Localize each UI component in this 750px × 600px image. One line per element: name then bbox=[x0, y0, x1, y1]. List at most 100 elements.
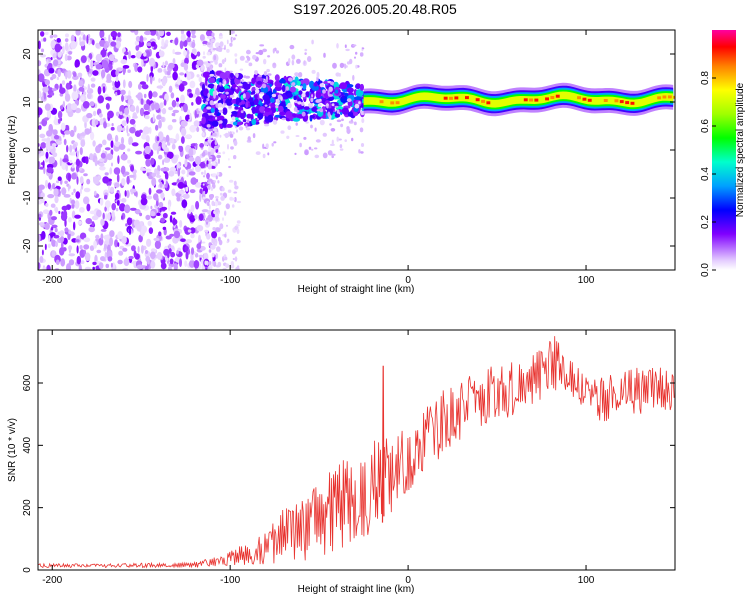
spectrogram-cell bbox=[180, 238, 186, 242]
spectrogram-cell bbox=[305, 121, 309, 124]
spectrogram-cell bbox=[68, 217, 72, 223]
spectrogram-cell bbox=[245, 101, 249, 108]
spectrogram-cell bbox=[124, 171, 130, 176]
spectrogram-cell bbox=[126, 175, 130, 185]
spectrogram-cell bbox=[274, 85, 283, 91]
spectrogram-cell bbox=[88, 73, 92, 78]
spectrogram-cell bbox=[224, 132, 229, 139]
spectrogram-ytick-label: 0 bbox=[22, 147, 33, 153]
spectrogram-cell bbox=[319, 83, 324, 88]
spectrogram-cell bbox=[156, 114, 162, 120]
spectrogram-cell bbox=[211, 161, 216, 166]
spectrogram-cell bbox=[199, 34, 205, 41]
spectrogram-cell bbox=[75, 239, 80, 243]
spectrogram-cell bbox=[301, 111, 306, 117]
spectrogram-cell bbox=[236, 129, 238, 133]
spectrogram-cell bbox=[95, 63, 103, 70]
spectrogram-cell bbox=[210, 65, 213, 71]
spectrogram-cell bbox=[145, 250, 148, 254]
spectrogram-cell bbox=[168, 85, 173, 93]
spectrogram-band-peak bbox=[550, 96, 555, 99]
spectrogram-cell bbox=[232, 121, 238, 126]
spectrogram-cell bbox=[259, 106, 266, 113]
spectrogram-cell bbox=[73, 221, 76, 231]
snr-ytick-label: 0 bbox=[22, 567, 33, 573]
spectrogram-cell bbox=[194, 155, 202, 165]
spectrogram-cell bbox=[360, 143, 365, 147]
spectrogram-cell bbox=[165, 180, 168, 189]
spectrogram-cell bbox=[162, 212, 168, 219]
spectrogram-cell bbox=[86, 178, 91, 185]
spectrogram-cell bbox=[279, 78, 286, 84]
spectrogram-cell bbox=[126, 190, 130, 199]
spectrogram-cell bbox=[157, 68, 163, 73]
spectrogram-cell bbox=[213, 145, 219, 150]
spectrogram-cell bbox=[124, 190, 127, 197]
spectrogram-cell bbox=[175, 133, 180, 142]
spectrogram-cell bbox=[130, 165, 135, 172]
spectrogram-cell bbox=[59, 87, 66, 94]
spectrogram-cell bbox=[209, 73, 215, 77]
spectrogram-band-peak bbox=[587, 98, 592, 102]
spectrogram-cell bbox=[71, 91, 79, 101]
spectrogram-cell bbox=[40, 142, 47, 149]
spectrogram-cell bbox=[264, 123, 269, 127]
spectrogram-cell bbox=[143, 52, 147, 57]
spectrogram-cell bbox=[59, 157, 62, 167]
spectrogram-cell bbox=[54, 196, 59, 204]
spectrogram-cell bbox=[168, 170, 175, 177]
spectrogram-cell bbox=[193, 120, 200, 127]
spectrogram-cell bbox=[190, 177, 197, 185]
spectrogram-cell bbox=[105, 213, 108, 222]
spectrogram-cell bbox=[189, 124, 197, 133]
spectrogram-cell bbox=[70, 199, 76, 205]
spectrogram-cell bbox=[221, 118, 228, 126]
spectrogram-cell bbox=[144, 115, 150, 120]
spectrogram-cell bbox=[338, 138, 342, 141]
spectrogram-cell bbox=[274, 74, 280, 82]
spectrogram-cell bbox=[104, 194, 108, 200]
spectrogram-cell bbox=[314, 147, 318, 150]
spectrogram-cell bbox=[105, 96, 112, 101]
spectrogram-cell bbox=[140, 197, 148, 206]
spectrogram-cell bbox=[158, 231, 162, 237]
spectrogram-cell bbox=[349, 58, 353, 65]
spectrogram-cell bbox=[204, 219, 210, 222]
spectrogram-cell bbox=[251, 77, 256, 85]
spectrogram-cell bbox=[105, 263, 110, 269]
spectrogram-cell bbox=[130, 105, 136, 112]
spectrogram-cell bbox=[129, 188, 137, 193]
spectrogram-cell bbox=[304, 150, 309, 156]
spectrogram-cell bbox=[219, 192, 223, 196]
spectrogram-cell bbox=[77, 72, 83, 78]
spectrogram-cell bbox=[128, 255, 134, 260]
spectrogram-cell bbox=[52, 183, 55, 190]
spectrogram-cell bbox=[74, 200, 80, 209]
spectrogram-cell bbox=[91, 39, 95, 46]
spectrogram-band-peak bbox=[395, 101, 400, 105]
spectrogram-cell bbox=[210, 107, 215, 113]
spectrogram-cell bbox=[104, 200, 111, 209]
spectrogram-cell bbox=[126, 133, 130, 137]
colorbar-tick-label: 0.8 bbox=[700, 71, 711, 85]
spectrogram-cell bbox=[219, 41, 224, 47]
spectrogram-cell bbox=[127, 148, 131, 152]
spectrogram-cell bbox=[52, 152, 58, 158]
spectrogram-cell bbox=[80, 32, 84, 36]
spectrogram-marks bbox=[38, 30, 675, 270]
spectrogram-cell bbox=[121, 198, 127, 203]
colorbar-label: Normalized spectral amplitude bbox=[735, 82, 746, 217]
spectrogram-cell bbox=[344, 63, 347, 69]
spectrogram-cell bbox=[222, 107, 228, 115]
spectrogram-cell bbox=[155, 31, 159, 37]
spectrogram-cell bbox=[234, 185, 239, 190]
spectrogram-cell bbox=[164, 60, 168, 66]
spectrogram-cell bbox=[151, 172, 157, 177]
spectrogram-cell bbox=[51, 239, 57, 247]
spectrogram-cell bbox=[353, 96, 362, 101]
spectrogram-cell bbox=[54, 206, 59, 213]
spectrogram-cell bbox=[311, 148, 314, 151]
spectrogram-cell bbox=[106, 73, 112, 82]
snr-ytick-label: 400 bbox=[22, 437, 33, 454]
spectrogram-band-peak bbox=[545, 97, 549, 101]
